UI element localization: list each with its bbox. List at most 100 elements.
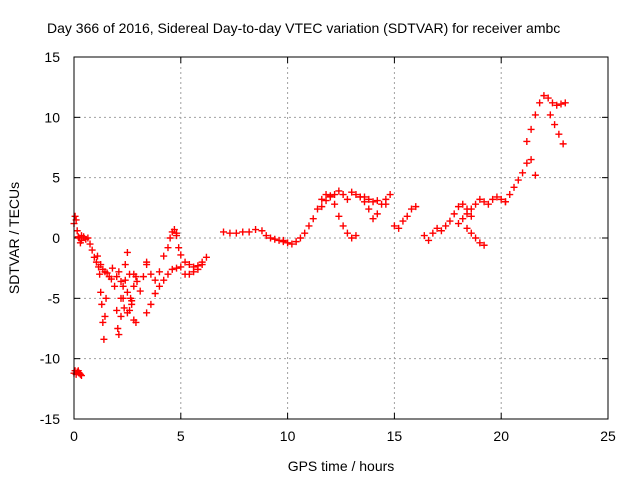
x-tick-label: 10	[280, 428, 296, 444]
data-points	[70, 92, 569, 380]
data-point	[100, 335, 108, 343]
y-axis-label: SDTVAR / TECUs	[6, 182, 22, 294]
data-point	[467, 212, 475, 220]
data-point	[151, 276, 159, 284]
data-point	[480, 241, 488, 249]
data-point	[318, 203, 326, 211]
series-4	[108, 264, 140, 339]
data-point	[168, 265, 176, 273]
data-point	[476, 239, 484, 247]
data-point	[71, 212, 79, 220]
data-point	[514, 176, 522, 184]
data-point	[531, 111, 539, 119]
data-point	[288, 240, 296, 248]
data-point	[523, 137, 531, 145]
data-point	[220, 228, 228, 236]
data-point	[305, 222, 313, 230]
plot-frame	[73, 56, 609, 420]
data-point	[467, 229, 475, 237]
data-point	[117, 294, 125, 302]
data-point	[493, 193, 501, 201]
data-point	[309, 215, 317, 223]
data-point	[433, 224, 441, 232]
data-point	[101, 312, 109, 320]
y-tick-labels: -15 -10 -5 0 5 10 15	[40, 49, 60, 427]
data-point	[113, 306, 121, 314]
series-3	[93, 252, 110, 343]
data-point	[322, 197, 330, 205]
data-point	[343, 229, 351, 237]
data-point	[348, 234, 356, 242]
data-point	[258, 227, 266, 235]
data-point	[395, 224, 403, 232]
data-point	[115, 268, 123, 276]
data-point	[121, 276, 129, 284]
data-point	[399, 217, 407, 225]
data-point	[108, 264, 116, 272]
y-tick-label: 15	[44, 49, 60, 65]
data-point	[519, 169, 527, 177]
data-point	[463, 224, 471, 232]
data-point	[128, 300, 136, 308]
data-point	[407, 205, 415, 213]
data-point	[510, 183, 518, 191]
data-point	[190, 263, 198, 271]
data-point	[160, 276, 168, 284]
data-point	[555, 130, 563, 138]
data-point	[97, 261, 105, 269]
data-point	[77, 372, 85, 380]
x-tick-label: 0	[70, 428, 78, 444]
data-point	[437, 227, 445, 235]
data-point	[557, 100, 565, 108]
data-point	[90, 253, 98, 261]
x-tick-label: 25	[600, 428, 616, 444]
data-point	[117, 312, 125, 320]
series-19	[501, 156, 539, 206]
data-point	[130, 282, 138, 290]
data-point	[548, 99, 556, 107]
data-point	[160, 252, 168, 260]
data-point	[454, 203, 462, 211]
data-point	[102, 294, 110, 302]
data-point	[429, 229, 437, 237]
data-point	[181, 258, 189, 266]
data-point	[194, 262, 202, 270]
data-point	[546, 111, 554, 119]
data-point	[484, 200, 492, 208]
data-point	[454, 220, 462, 228]
data-point	[271, 235, 279, 243]
data-point	[561, 99, 569, 107]
data-point	[143, 258, 151, 266]
data-point	[136, 287, 144, 295]
data-point	[170, 226, 178, 234]
data-point	[226, 229, 234, 237]
data-point	[76, 370, 84, 378]
data-point	[114, 325, 122, 332]
data-point	[166, 234, 174, 242]
data-point	[103, 269, 111, 277]
data-point	[301, 229, 309, 237]
data-point	[98, 300, 106, 308]
data-point	[551, 121, 559, 129]
data-point	[335, 187, 343, 195]
series-8	[143, 226, 181, 284]
data-point	[489, 195, 497, 203]
data-point	[339, 222, 347, 230]
data-point	[472, 234, 480, 242]
data-point	[348, 188, 356, 196]
series-21	[546, 111, 567, 148]
data-point	[164, 270, 172, 278]
data-point	[373, 197, 381, 205]
x-tick-labels: 0 5 10 15 20 25	[70, 428, 616, 444]
data-point	[73, 227, 81, 235]
data-point	[88, 246, 96, 254]
series-12	[318, 192, 360, 242]
series-15	[382, 191, 420, 232]
data-point	[123, 309, 131, 317]
data-point	[127, 294, 135, 302]
data-point	[459, 200, 467, 208]
data-point	[412, 203, 420, 211]
data-point	[84, 234, 92, 242]
data-point	[239, 228, 247, 236]
